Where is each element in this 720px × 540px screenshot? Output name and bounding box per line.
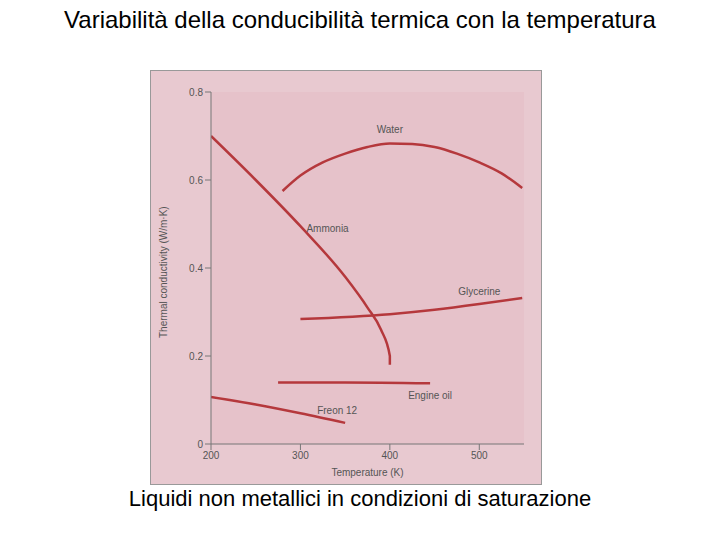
svg-text:Ammonia: Ammonia (306, 223, 349, 234)
svg-text:Water: Water (377, 124, 404, 135)
svg-text:Thermal conductivity (W/m·K): Thermal conductivity (W/m·K) (158, 206, 169, 338)
html-text:Variabilità della conducibilit: Variabilità della conducibilità termica … (64, 6, 656, 33)
svg-text:500: 500 (471, 450, 488, 461)
svg-text:400: 400 (382, 450, 399, 461)
svg-text:200: 200 (203, 450, 220, 461)
html-text:Liquidi non metallici in condi: Liquidi non metallici in condizioni di s… (128, 486, 592, 511)
svg-text:0: 0 (197, 439, 203, 450)
svg-text:0.8: 0.8 (189, 87, 203, 98)
svg-text:0.4: 0.4 (189, 263, 203, 274)
svg-text:0.2: 0.2 (189, 351, 203, 362)
svg-text:300: 300 (292, 450, 309, 461)
svg-text:Freon 12: Freon 12 (317, 405, 357, 416)
svg-text:Engine oil: Engine oil (408, 390, 452, 401)
svg-text:Temperature (K): Temperature (K) (331, 467, 403, 478)
svg-text:0.6: 0.6 (189, 175, 203, 186)
svg-text:Glycerine: Glycerine (458, 286, 501, 297)
